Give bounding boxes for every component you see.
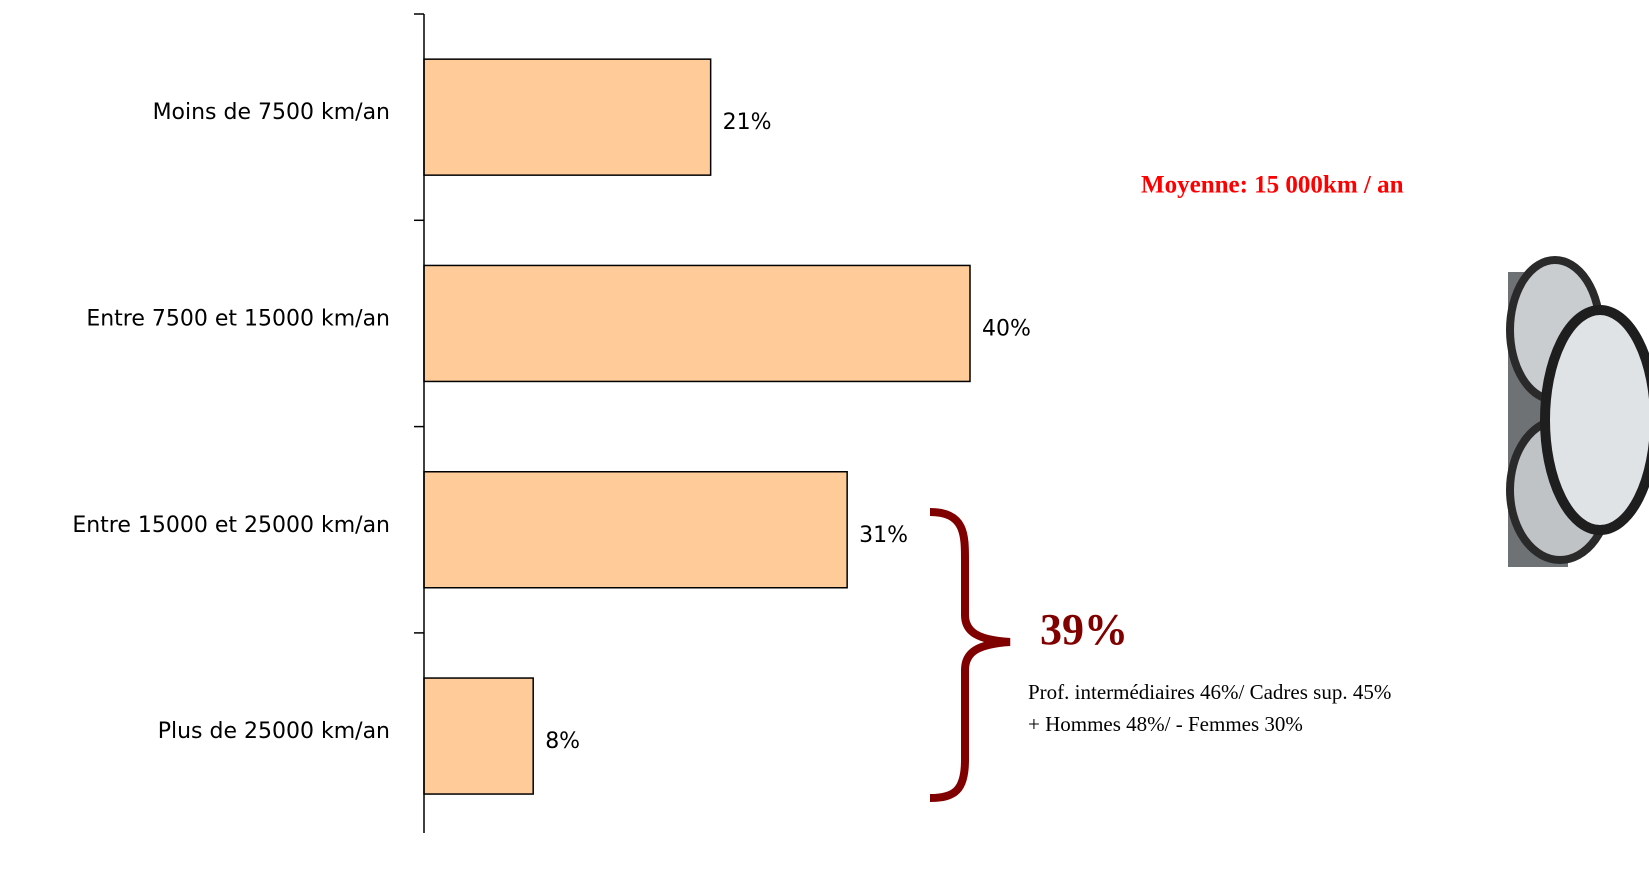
y-tick-label: Entre 7500 et 15000 km/an — [86, 306, 390, 331]
y-tick-label: Moins de 7500 km/an — [153, 100, 390, 125]
bar — [423, 471, 848, 589]
data-label: 40% — [982, 316, 1031, 341]
speedometer-photo — [1506, 256, 1649, 567]
y-tick-label: Plus de 25000 km/an — [158, 719, 390, 744]
bracket-total: 39% — [1040, 605, 1128, 654]
bar — [423, 58, 712, 176]
bar — [423, 677, 534, 795]
note: + Hommes 48%/ - Femmes 30% — [1028, 712, 1303, 736]
y-tick-label: Entre 15000 et 25000 km/an — [72, 513, 390, 538]
data-label: 31% — [859, 523, 908, 548]
bracket — [929, 508, 1011, 802]
note: Prof. intermédiaires 46%/ Cadres sup. 45… — [1028, 680, 1391, 704]
photo-dial — [1540, 305, 1649, 535]
data-label: 8% — [545, 729, 580, 754]
average-annotation: Moyenne: 15 000km / an — [1141, 172, 1404, 199]
bar — [423, 264, 971, 383]
data-label: 21% — [723, 110, 772, 135]
